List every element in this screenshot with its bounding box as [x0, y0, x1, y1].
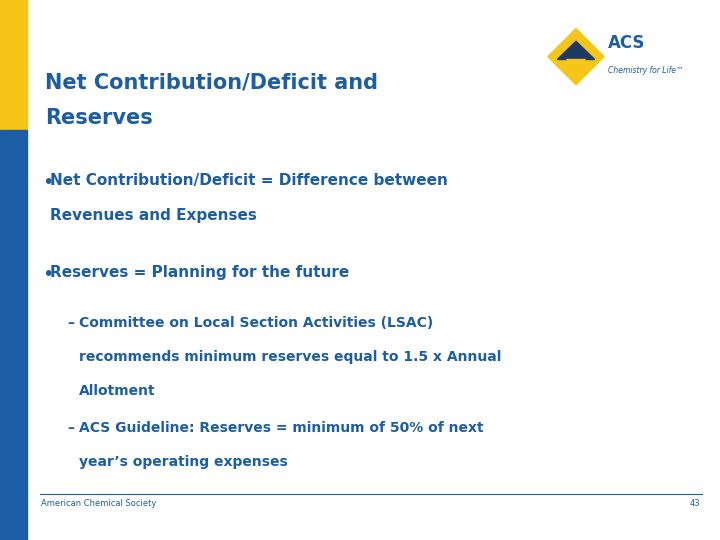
- Text: Net Contribution/Deficit and: Net Contribution/Deficit and: [45, 73, 377, 93]
- Bar: [0, 0, 27, 130]
- Polygon shape: [548, 29, 604, 85]
- Text: year’s operating expenses: year’s operating expenses: [79, 455, 288, 469]
- Text: –: –: [67, 316, 74, 330]
- Text: American Chemical Society: American Chemical Society: [41, 500, 156, 509]
- Text: –: –: [67, 421, 74, 435]
- Text: Chemistry for Life™: Chemistry for Life™: [608, 66, 683, 75]
- Text: Reserves = Planning for the future: Reserves = Planning for the future: [50, 265, 350, 280]
- Text: recommends minimum reserves equal to 1.5 x Annual: recommends minimum reserves equal to 1.5…: [79, 350, 502, 364]
- Text: Net Contribution/Deficit = Difference between: Net Contribution/Deficit = Difference be…: [50, 173, 449, 188]
- Text: ACS: ACS: [608, 34, 645, 52]
- Polygon shape: [557, 41, 595, 59]
- Text: 43: 43: [690, 500, 701, 509]
- Text: Revenues and Expenses: Revenues and Expenses: [50, 208, 257, 223]
- Text: ACS Guideline: Reserves = minimum of 50% of next: ACS Guideline: Reserves = minimum of 50%…: [79, 421, 484, 435]
- Text: •: •: [42, 265, 53, 284]
- Text: Committee on Local Section Activities (LSAC): Committee on Local Section Activities (L…: [79, 316, 433, 330]
- Text: •: •: [42, 173, 53, 192]
- Text: Reserves: Reserves: [45, 108, 153, 128]
- Polygon shape: [567, 59, 585, 72]
- Text: Allotment: Allotment: [79, 384, 156, 398]
- Bar: [0, 130, 27, 540]
